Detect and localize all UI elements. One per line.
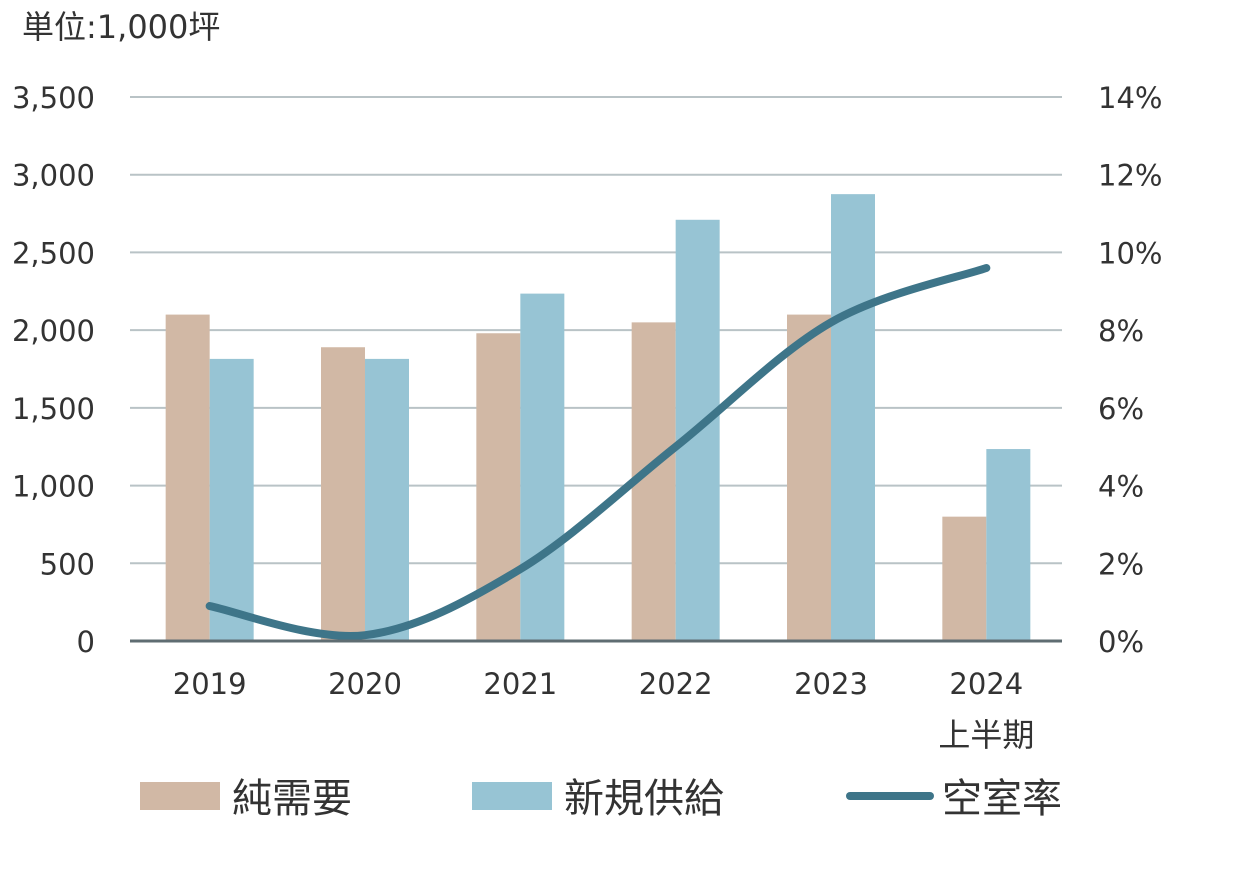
unit-label: 単位:1,000坪 xyxy=(22,8,220,46)
legend: 純需要 新規供給 空室率 xyxy=(140,776,1062,822)
x-tick-label: 2019 xyxy=(173,667,247,701)
bar-新規供給-2019 xyxy=(209,358,254,641)
bars xyxy=(165,194,1031,641)
line-空室率 xyxy=(205,263,991,640)
gridlines xyxy=(130,96,1062,565)
x-tick-label: 2023 xyxy=(794,667,868,701)
left-tick-label: 1,500 xyxy=(12,392,95,426)
right-tick-label: 4% xyxy=(1098,470,1144,504)
bar-純需要-2023 xyxy=(787,314,831,641)
legend-swatch xyxy=(472,782,552,810)
left-tick-label: 3,500 xyxy=(12,81,95,115)
left-tick-label: 3,000 xyxy=(12,159,95,193)
left-tick-label: 0 xyxy=(77,625,95,659)
bar-純需要-2019 xyxy=(165,314,210,641)
x-tick-sublabel: 上半期 xyxy=(938,716,1034,754)
right-tick-label: 8% xyxy=(1098,314,1144,348)
x-tick-label: 2021 xyxy=(483,667,557,701)
legend-label: 純需要 xyxy=(232,776,352,822)
right-tick-label: 2% xyxy=(1098,547,1144,581)
right-tick-label: 12% xyxy=(1098,159,1162,193)
legend-label: 空室率 xyxy=(942,776,1062,822)
bar-新規供給-2020 xyxy=(365,358,409,641)
left-tick-label: 2,500 xyxy=(12,236,95,270)
right-tick-label: 6% xyxy=(1098,392,1144,426)
right-tick-label: 0% xyxy=(1098,625,1144,659)
left-tick-label: 1,000 xyxy=(12,470,95,504)
x-tick-label: 2024 xyxy=(949,667,1023,701)
left-tick-label: 500 xyxy=(40,547,95,581)
bar-新規供給-2024 xyxy=(986,449,1031,641)
legend-swatch xyxy=(140,782,220,810)
bar-純需要-2020 xyxy=(321,347,365,641)
bar-新規供給-2023 xyxy=(831,194,875,641)
left-tick-label: 2,000 xyxy=(12,314,95,348)
bar-純需要-2024 xyxy=(942,516,987,641)
bar-新規供給-2021 xyxy=(520,293,565,641)
x-tick-label: 2022 xyxy=(639,667,713,701)
right-tick-label: 10% xyxy=(1098,236,1162,270)
legend-label: 新規供給 xyxy=(564,776,724,822)
right-tick-label: 14% xyxy=(1098,81,1162,115)
axes: 0 500 1,000 1,500 2,000 2,500 3,000 3,500 0% 2% 4%… xyxy=(12,81,1163,754)
vacancy-line xyxy=(205,263,991,640)
x-tick-label: 2020 xyxy=(328,667,402,701)
